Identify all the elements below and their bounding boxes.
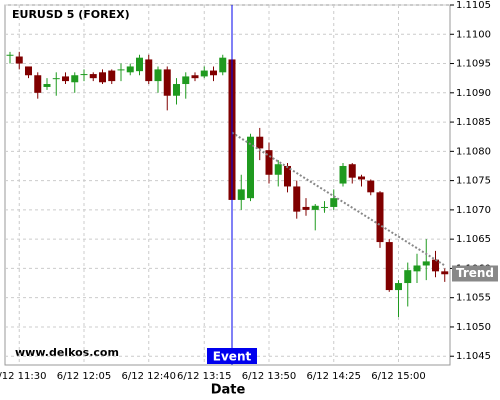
candle-body [34, 75, 42, 93]
candle-body [200, 70, 208, 77]
x-tick-label: 6/12 14:25 [307, 371, 361, 382]
trend-label: Trend [456, 266, 494, 280]
y-tick-label: 1.1050 [456, 322, 491, 333]
x-tick-label: 6/12 12:40 [122, 371, 176, 382]
candle-body [330, 198, 338, 207]
x-tick-label: 6/12 13:15 [177, 371, 231, 382]
y-tick-label: 1.1095 [456, 59, 491, 70]
y-tick-label: 1.1085 [456, 117, 491, 128]
trend-line [231, 131, 446, 267]
candle-body [302, 206, 310, 210]
candle-body [117, 69, 125, 71]
y-tick-label: 1.1080 [456, 146, 491, 157]
candle-body [210, 70, 217, 76]
watermark: www.delkos.com [15, 346, 119, 359]
y-tick-label: 1.1065 [456, 234, 491, 245]
plot-frame [4, 4, 451, 366]
candle-body [358, 176, 365, 180]
candle-body [62, 76, 69, 82]
candle-body [293, 186, 301, 212]
candle-body [367, 180, 375, 193]
candle-body [348, 164, 356, 178]
event-label: Event [213, 350, 252, 364]
x-axis-title: Date [211, 383, 246, 398]
candle-body [339, 165, 347, 184]
candle-body [182, 76, 190, 85]
candle-body [191, 75, 199, 79]
x-tick-label: 6/12 13:50 [242, 371, 296, 382]
candle-body [52, 78, 60, 80]
y-tick-label: 1.1100 [456, 29, 491, 40]
candle-body [422, 261, 430, 266]
candle-body [99, 72, 106, 83]
candle-body [247, 136, 254, 199]
y-tick-label: 1.1105 [456, 0, 491, 11]
y-tick-label: 1.1055 [456, 293, 491, 304]
y-tick-label: 1.1070 [456, 205, 491, 216]
candle-body [311, 205, 319, 210]
y-tick-label: 1.1075 [456, 176, 491, 187]
candle-body [237, 189, 245, 200]
candle-body [385, 242, 393, 291]
y-tick-label: 1.1090 [456, 88, 491, 99]
candle-body [80, 74, 88, 76]
x-tick-label: 6/12 15:00 [371, 371, 425, 382]
candle-body [256, 136, 264, 149]
candle-body [321, 206, 328, 208]
candle-body [154, 69, 162, 82]
candle-body [274, 164, 282, 175]
y-tick-label: 1.1045 [456, 351, 491, 362]
candle-body [284, 165, 291, 187]
candle-body [432, 259, 439, 272]
candle-body [441, 271, 449, 275]
candle-body [89, 74, 97, 79]
event-label-box [207, 348, 257, 364]
candle-body [163, 69, 171, 96]
trend-label-box [452, 265, 498, 282]
candle-body [265, 150, 273, 175]
candle-body [404, 270, 412, 284]
candle-body [136, 57, 143, 72]
candle-body [15, 56, 23, 64]
x-tick-label: 6/12 12:05 [57, 371, 111, 382]
candle-body [71, 75, 79, 83]
candle-body [395, 283, 402, 291]
candle-body [6, 54, 14, 56]
candle-body [126, 66, 134, 73]
candle-body [145, 59, 153, 82]
candle-body [413, 265, 421, 272]
candle-body [173, 84, 180, 96]
candle-body [108, 70, 116, 82]
x-tick-label: 6/12 11:30 [0, 371, 46, 382]
candle-body [43, 84, 51, 87]
candle-body [219, 57, 227, 73]
candle-body [376, 192, 384, 243]
chart-title: EURUSD 5 (FOREX) [12, 8, 130, 21]
candle-body [25, 66, 32, 76]
